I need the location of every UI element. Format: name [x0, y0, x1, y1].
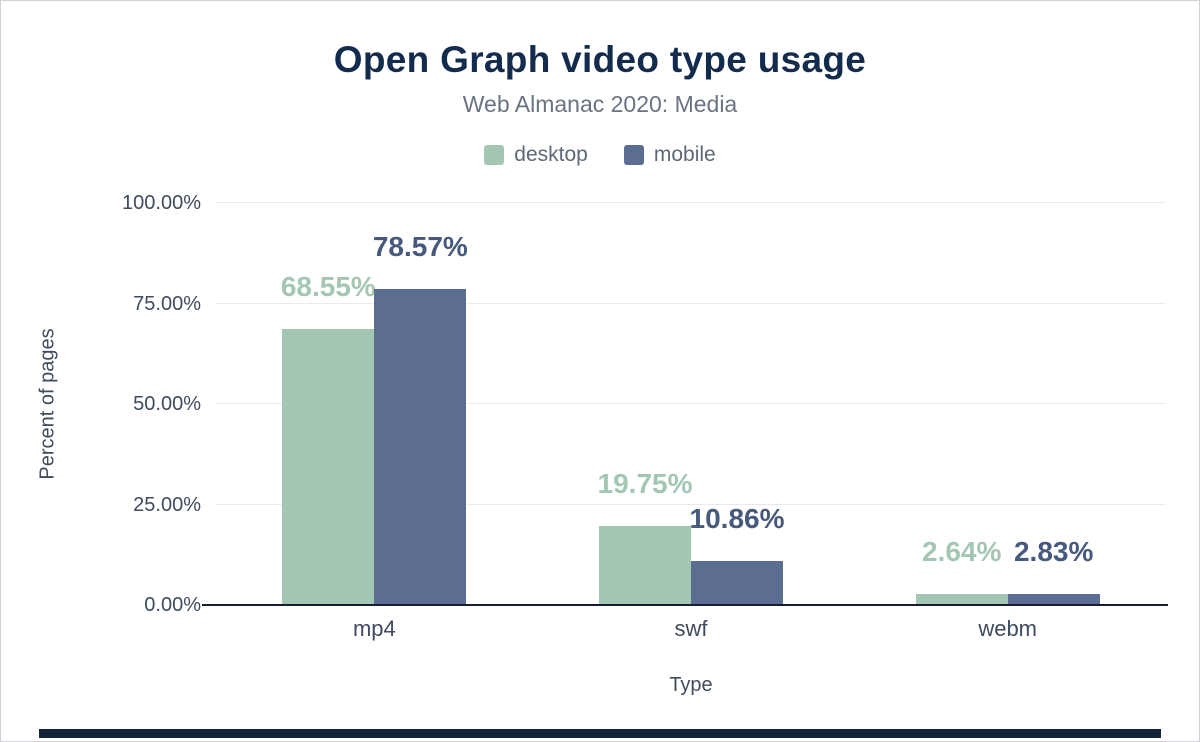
gridline [216, 403, 1166, 404]
footer-accent-bar [39, 729, 1161, 738]
bar-desktop-swf: 19.75% [598, 469, 692, 605]
bar-value-label: 2.83% [1013, 535, 1094, 567]
x-axis-labels: mp4 swf webm [216, 618, 1166, 640]
plot-area: 68.55% 78.57% 19.75% 10.86% 2.64% 2.83% [202, 202, 1168, 606]
y-tick-label: 100.00% [122, 192, 201, 214]
category-band-swf: 19.75% 10.86% [533, 203, 850, 605]
bar-value-label: 68.55% [280, 271, 376, 303]
bar-value-label: 19.75% [597, 467, 693, 499]
x-category-label: mp4 [352, 616, 396, 641]
legend-swatch-mobile [623, 144, 644, 165]
x-category-label: webm [978, 616, 1038, 641]
legend-item-mobile[interactable]: mobile [623, 143, 716, 166]
legend-label: mobile [653, 143, 716, 166]
gridline [216, 302, 1166, 304]
bar-mobile-webm: 2.83% [1007, 537, 1100, 605]
legend: desktop mobile [1, 144, 1199, 165]
bar-value-label: 78.57% [372, 231, 468, 263]
legend-label: desktop [514, 143, 588, 166]
chart-subtitle: Web Almanac 2020: Media [462, 91, 738, 117]
category-band-mp4: 68.55% 78.57% [216, 203, 533, 605]
bar-desktop-mp4: 68.55% [281, 273, 376, 605]
x-category-label: swf [674, 616, 708, 641]
y-axis-title: Percent of pages [36, 328, 59, 480]
bar-mobile-swf: 10.86% [690, 505, 784, 605]
bar-value-label: 10.86% [689, 503, 785, 535]
y-tick-label: 0.00% [144, 594, 201, 616]
bar-mobile-mp4: 78.57% [373, 233, 468, 605]
gridline [216, 202, 1166, 203]
plot-bands: 68.55% 78.57% 19.75% 10.86% 2.64% 2.83% [216, 203, 1166, 605]
y-tick-label: 75.00% [133, 292, 201, 315]
y-tick-label: 25.00% [133, 493, 201, 516]
x-axis-line [202, 604, 1168, 606]
x-axis-title: Type [669, 674, 713, 696]
legend-item-desktop[interactable]: desktop [484, 144, 588, 165]
y-tick-label: 50.00% [133, 393, 201, 415]
category-band-webm: 2.64% 2.83% [849, 203, 1166, 605]
y-axis-ticks: 0.00% 25.00% 50.00% 75.00% 100.00% [61, 193, 201, 615]
legend-swatch-desktop [484, 144, 505, 165]
bar-desktop-webm: 2.64% [915, 538, 1008, 605]
bar-value-label: 2.64% [921, 536, 1002, 568]
gridline [216, 503, 1166, 505]
chart-title: Open Graph video type usage [333, 39, 867, 80]
